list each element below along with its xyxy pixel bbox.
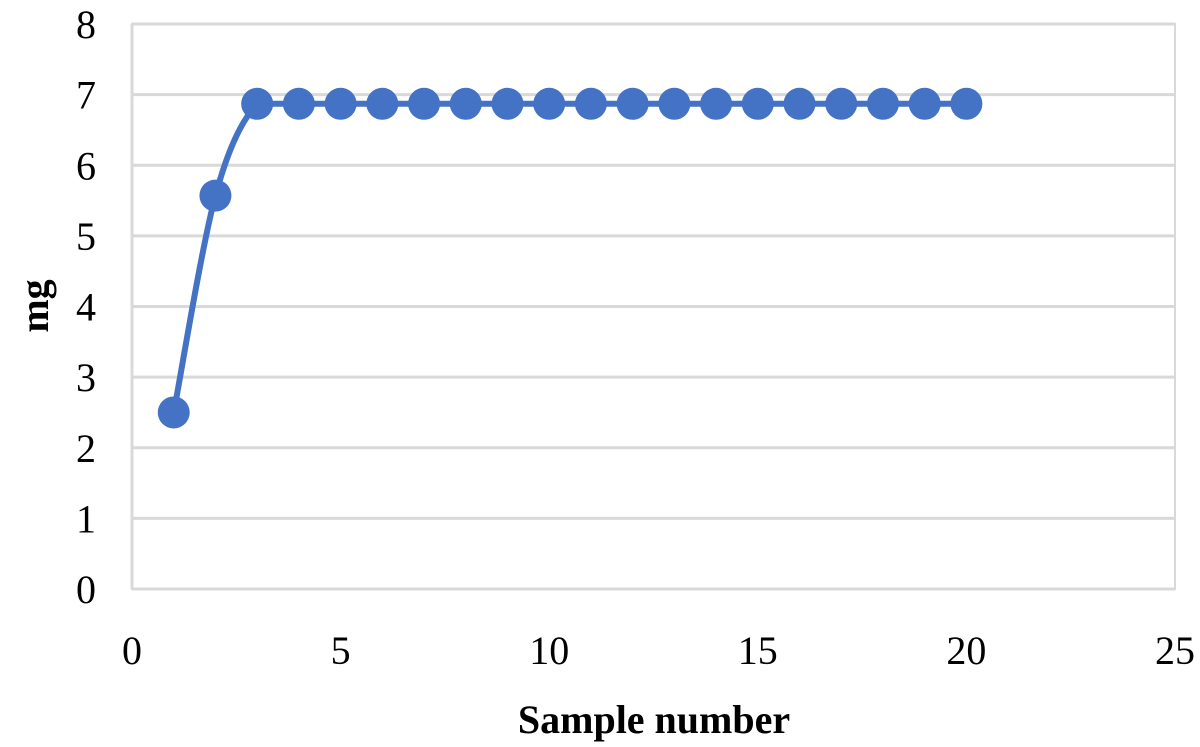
data-point	[574, 87, 607, 120]
data-point	[616, 87, 649, 120]
x-axis-title: Sample number	[518, 697, 790, 742]
data-point	[700, 87, 733, 120]
y-tick-label: 0	[76, 567, 96, 612]
y-tick-label: 5	[76, 214, 96, 259]
data-point	[908, 87, 941, 120]
x-tick-label: 5	[331, 628, 351, 673]
x-tick-label: 20	[946, 628, 986, 673]
series-layer	[157, 87, 983, 429]
data-point	[157, 396, 190, 429]
y-tick-label: 3	[76, 355, 96, 400]
y-axis-title: mg	[12, 279, 57, 332]
data-point	[658, 87, 691, 120]
data-point	[533, 87, 566, 120]
data-point	[783, 87, 816, 120]
data-point	[825, 87, 858, 120]
series-line	[170, 100, 970, 416]
data-point	[241, 87, 274, 120]
data-point	[282, 87, 315, 120]
x-tick-label: 10	[529, 628, 569, 673]
y-axis-tick-labels: 0 1 2 3 4 5 6 7 8	[76, 2, 96, 612]
x-tick-label: 25	[1155, 628, 1195, 673]
x-axis-tick-labels: 0 5 10 15 20 25	[122, 628, 1195, 673]
data-point	[950, 87, 983, 120]
data-point	[449, 87, 482, 120]
data-point	[366, 87, 399, 120]
data-point	[866, 87, 899, 120]
y-tick-label: 6	[76, 143, 96, 188]
x-tick-label: 15	[738, 628, 778, 673]
y-tick-label: 7	[76, 73, 96, 118]
y-tick-label: 2	[76, 426, 96, 471]
data-point	[199, 179, 232, 212]
data-point	[491, 87, 524, 120]
data-point	[324, 87, 357, 120]
x-tick-label: 0	[122, 628, 142, 673]
y-tick-label: 1	[76, 496, 96, 541]
data-point	[741, 87, 774, 120]
y-tick-label: 4	[76, 285, 96, 330]
y-tick-label: 8	[76, 2, 96, 47]
data-point	[408, 87, 441, 120]
